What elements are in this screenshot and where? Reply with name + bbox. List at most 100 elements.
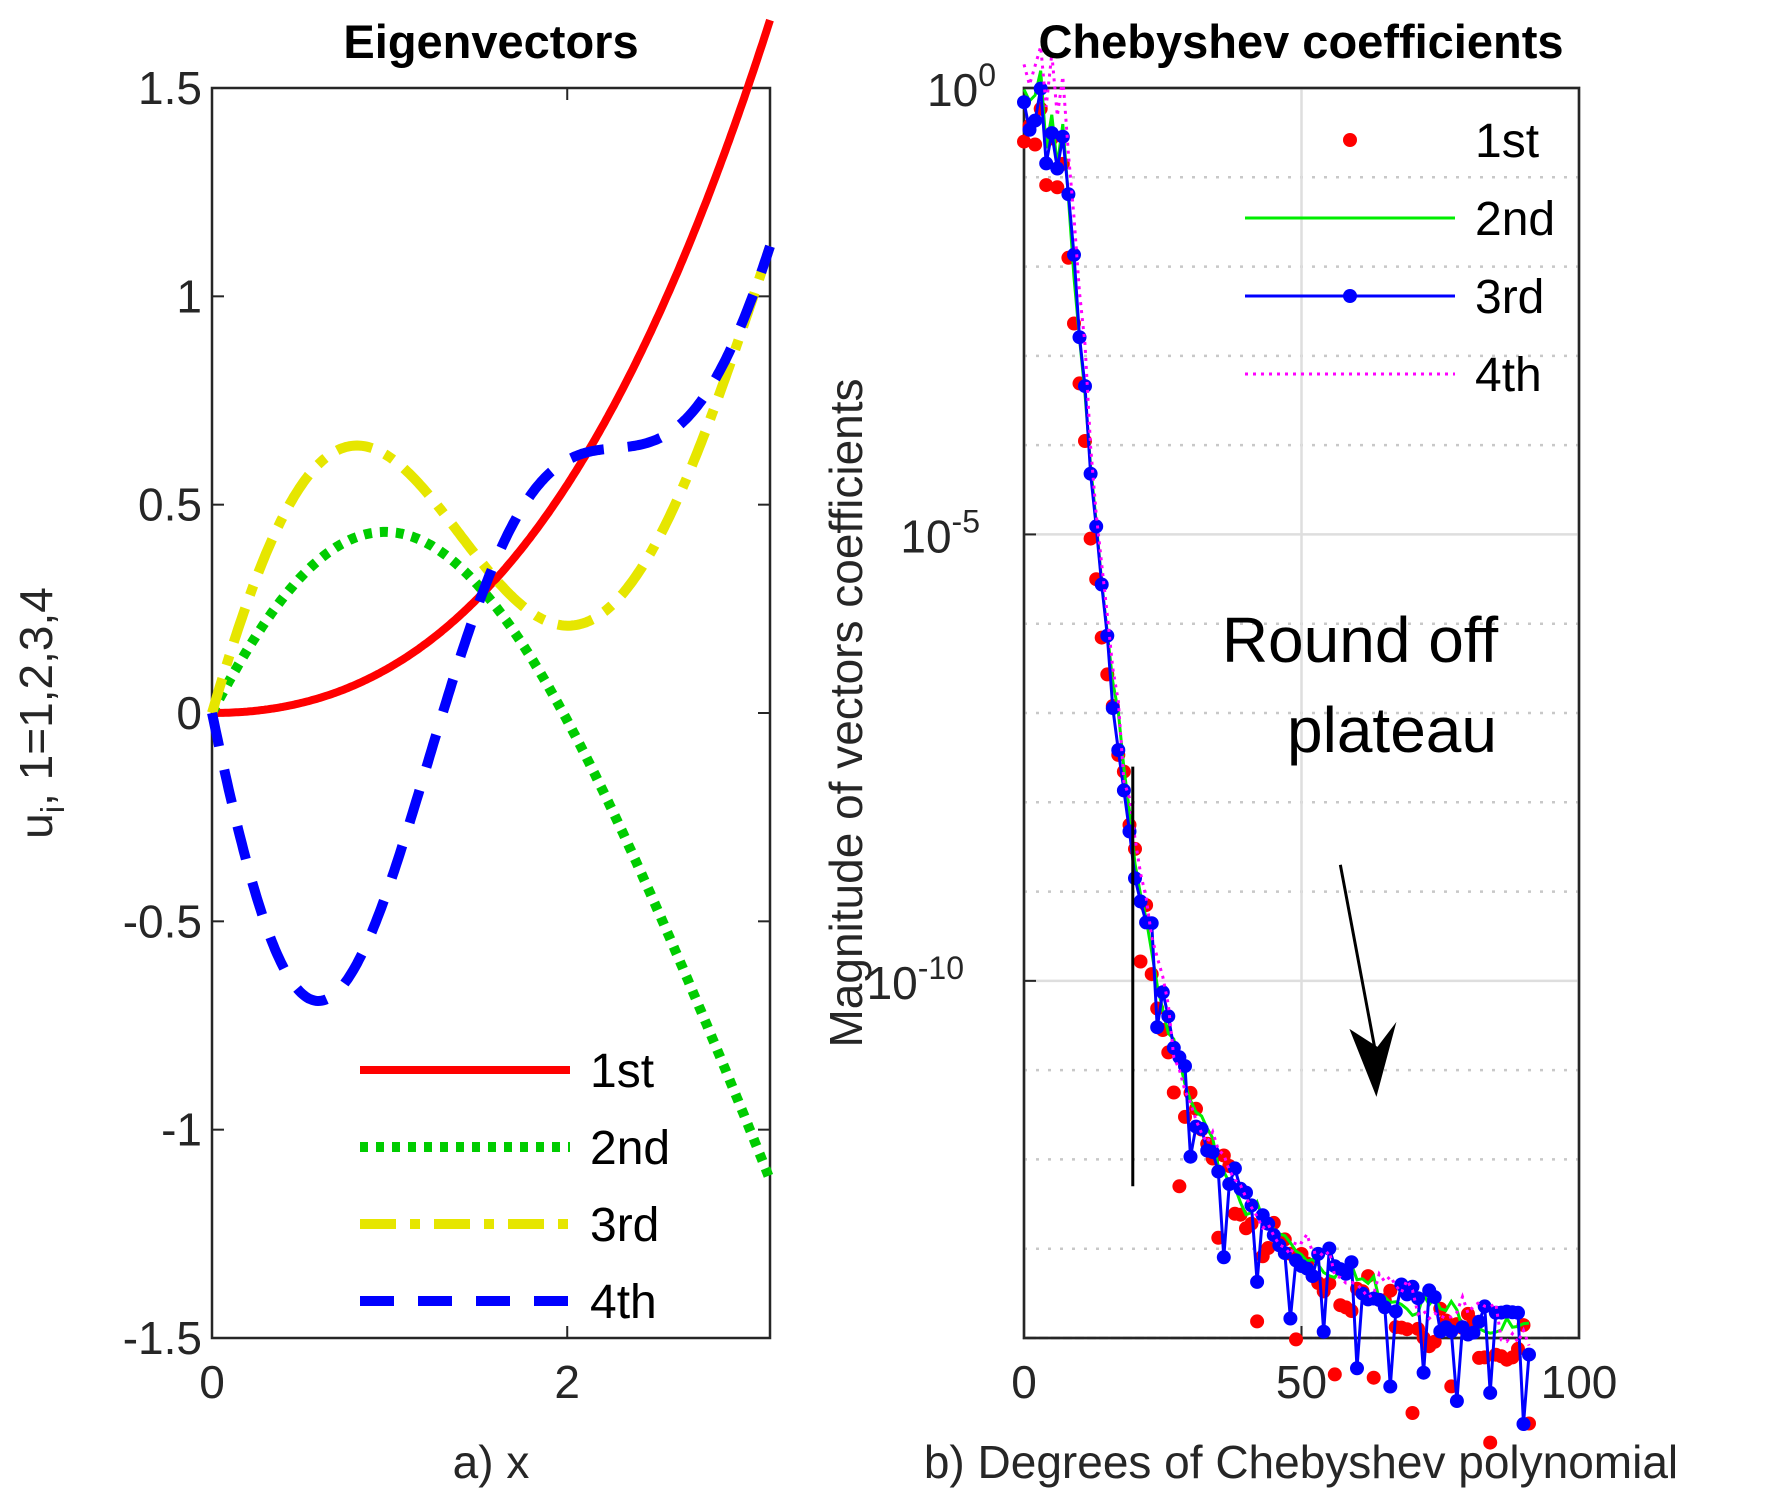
data-point-3rd [1350, 1361, 1364, 1376]
data-point-3rd [1466, 1325, 1481, 1340]
data-point-3rd [1033, 81, 1048, 96]
data-point-3rd [1216, 1250, 1231, 1265]
data-point-1st [1050, 180, 1065, 195]
data-point-1st [1405, 1406, 1420, 1420]
y-tick-label: 10-10 [867, 950, 964, 1009]
data-point-1st [1344, 1304, 1359, 1318]
data-point-3rd [1338, 1266, 1353, 1281]
eigenvectors-legend: 1st 2nd 3rd 4th [360, 1045, 670, 1329]
data-point-1st [1383, 1283, 1398, 1298]
eigenvectors-series [207, 18, 775, 1182]
data-point-3rd [1050, 161, 1065, 176]
arrow-head [1349, 1021, 1397, 1097]
data-point-3rd [1416, 1365, 1431, 1380]
data-point-3rd [1133, 894, 1148, 909]
data-point-3rd [1178, 1059, 1192, 1074]
eigenvectors-xlabel: a) x [453, 1436, 530, 1488]
data-point-3rd [1305, 1269, 1320, 1284]
legend-label-3rd: 3rd [590, 1199, 659, 1252]
y-tick-label: 0.5 [138, 479, 202, 531]
data-point-3rd [1055, 129, 1070, 144]
data-point-3rd [1227, 1161, 1242, 1176]
chebyshev-title: Chebyshev coefficients [1038, 15, 1563, 68]
x-tick-label: 2 [554, 1356, 580, 1408]
data-point-3rd [1067, 247, 1081, 262]
data-point-3rd [1239, 1185, 1253, 1200]
data-point-1st [1289, 1332, 1303, 1347]
data-point-1st [1261, 1241, 1276, 1255]
arrow-shaft [1338, 864, 1378, 1058]
data-point-3rd [1039, 156, 1054, 171]
data-point-3rd [1344, 1255, 1359, 1270]
y-tick-label: 1 [176, 270, 202, 322]
series-line-2nd [207, 526, 775, 1182]
eigenvectors-panel: -1.5 -1 -0.5 0 0.5 1 1.5 0 2 Eigenvectors a) x u… [10, 15, 775, 1488]
series-line-4th [1022, 46, 1531, 1347]
data-point-3rd [1128, 871, 1142, 886]
data-point-3rd [1516, 1417, 1531, 1431]
legend-label-3rd: 3rd [1475, 271, 1544, 324]
data-point-1st [1366, 1370, 1381, 1385]
annotation-line1: Round off [1222, 604, 1499, 676]
data-point-1st [1083, 531, 1098, 546]
data-point-1st [1017, 134, 1031, 149]
legend-marker-1st [1343, 133, 1357, 147]
data-point-1st [1172, 1179, 1187, 1194]
data-point-3rd [1472, 1314, 1487, 1329]
data-point-1st [1133, 954, 1148, 969]
data-point-1st [1400, 1322, 1414, 1337]
y-tick-label: -0.5 [123, 895, 202, 947]
data-point-3rd [1311, 1246, 1326, 1261]
ylabel-sub: i [34, 806, 71, 813]
data-point-3rd [1449, 1394, 1464, 1408]
data-point-3rd [1094, 577, 1109, 592]
data-point-3rd [1383, 1379, 1398, 1394]
data-point-3rd [1083, 466, 1098, 481]
ylabel-main: u [10, 813, 62, 839]
data-point-3rd [1411, 1291, 1425, 1306]
eigenvectors-ylabel: ui, 1=1,2,3,4 [10, 587, 71, 839]
data-point-3rd [1017, 95, 1031, 110]
x-tick-label: 50 [1276, 1356, 1327, 1408]
legend-label-1st: 1st [1475, 115, 1539, 168]
y-tick-label: 100 [927, 57, 996, 116]
y-tick-label: 0 [176, 687, 202, 739]
chebyshev-ylabel: Magnitude of vectors coefficients [820, 378, 872, 1047]
data-point-3rd [1144, 916, 1159, 931]
data-point-3rd [1316, 1324, 1331, 1339]
data-point-3rd [1511, 1305, 1525, 1320]
data-point-1st [1039, 178, 1054, 193]
data-point-3rd [1205, 1145, 1220, 1159]
roundoff-annotation: Round off plateau [1131, 604, 1499, 1187]
data-point-3rd [1250, 1274, 1265, 1289]
y-tick-label: -1 [161, 1104, 202, 1156]
data-point-1st [1427, 1334, 1442, 1349]
eigenvectors-title: Eigenvectors [343, 15, 638, 68]
data-point-1st [1511, 1341, 1525, 1356]
data-point-3rd [1155, 985, 1170, 1000]
chebyshev-legend: 1st 2nd 3rd 4th [1245, 115, 1555, 402]
data-point-3rd [1072, 330, 1087, 345]
legend-label-4th: 4th [590, 1276, 657, 1329]
y-tick-label: 10-5 [900, 503, 980, 562]
data-point-3rd [1377, 1300, 1392, 1315]
data-point-3rd [1322, 1241, 1337, 1256]
y-tick-label: 1.5 [138, 62, 202, 114]
data-point-1st [1166, 1085, 1181, 1100]
legend-label-2nd: 2nd [590, 1122, 670, 1175]
data-point-3rd [1522, 1347, 1536, 1362]
legend-marker-3rd [1343, 289, 1357, 303]
data-point-3rd [1427, 1290, 1442, 1305]
chebyshev-series [1017, 46, 1536, 1450]
data-point-1st [1327, 1367, 1342, 1382]
data-point-3rd [1283, 1311, 1298, 1326]
legend-label-2nd: 2nd [1475, 193, 1555, 246]
legend-label-4th: 4th [1475, 349, 1542, 402]
data-point-3rd [1150, 1020, 1165, 1035]
data-point-3rd [1222, 1177, 1237, 1192]
data-point-3rd [1211, 1164, 1226, 1179]
chebyshev-xlabel: b) Degrees of Chebyshev polynomial [924, 1436, 1678, 1488]
data-point-3rd [1111, 743, 1126, 758]
data-point-3rd [1044, 126, 1059, 141]
